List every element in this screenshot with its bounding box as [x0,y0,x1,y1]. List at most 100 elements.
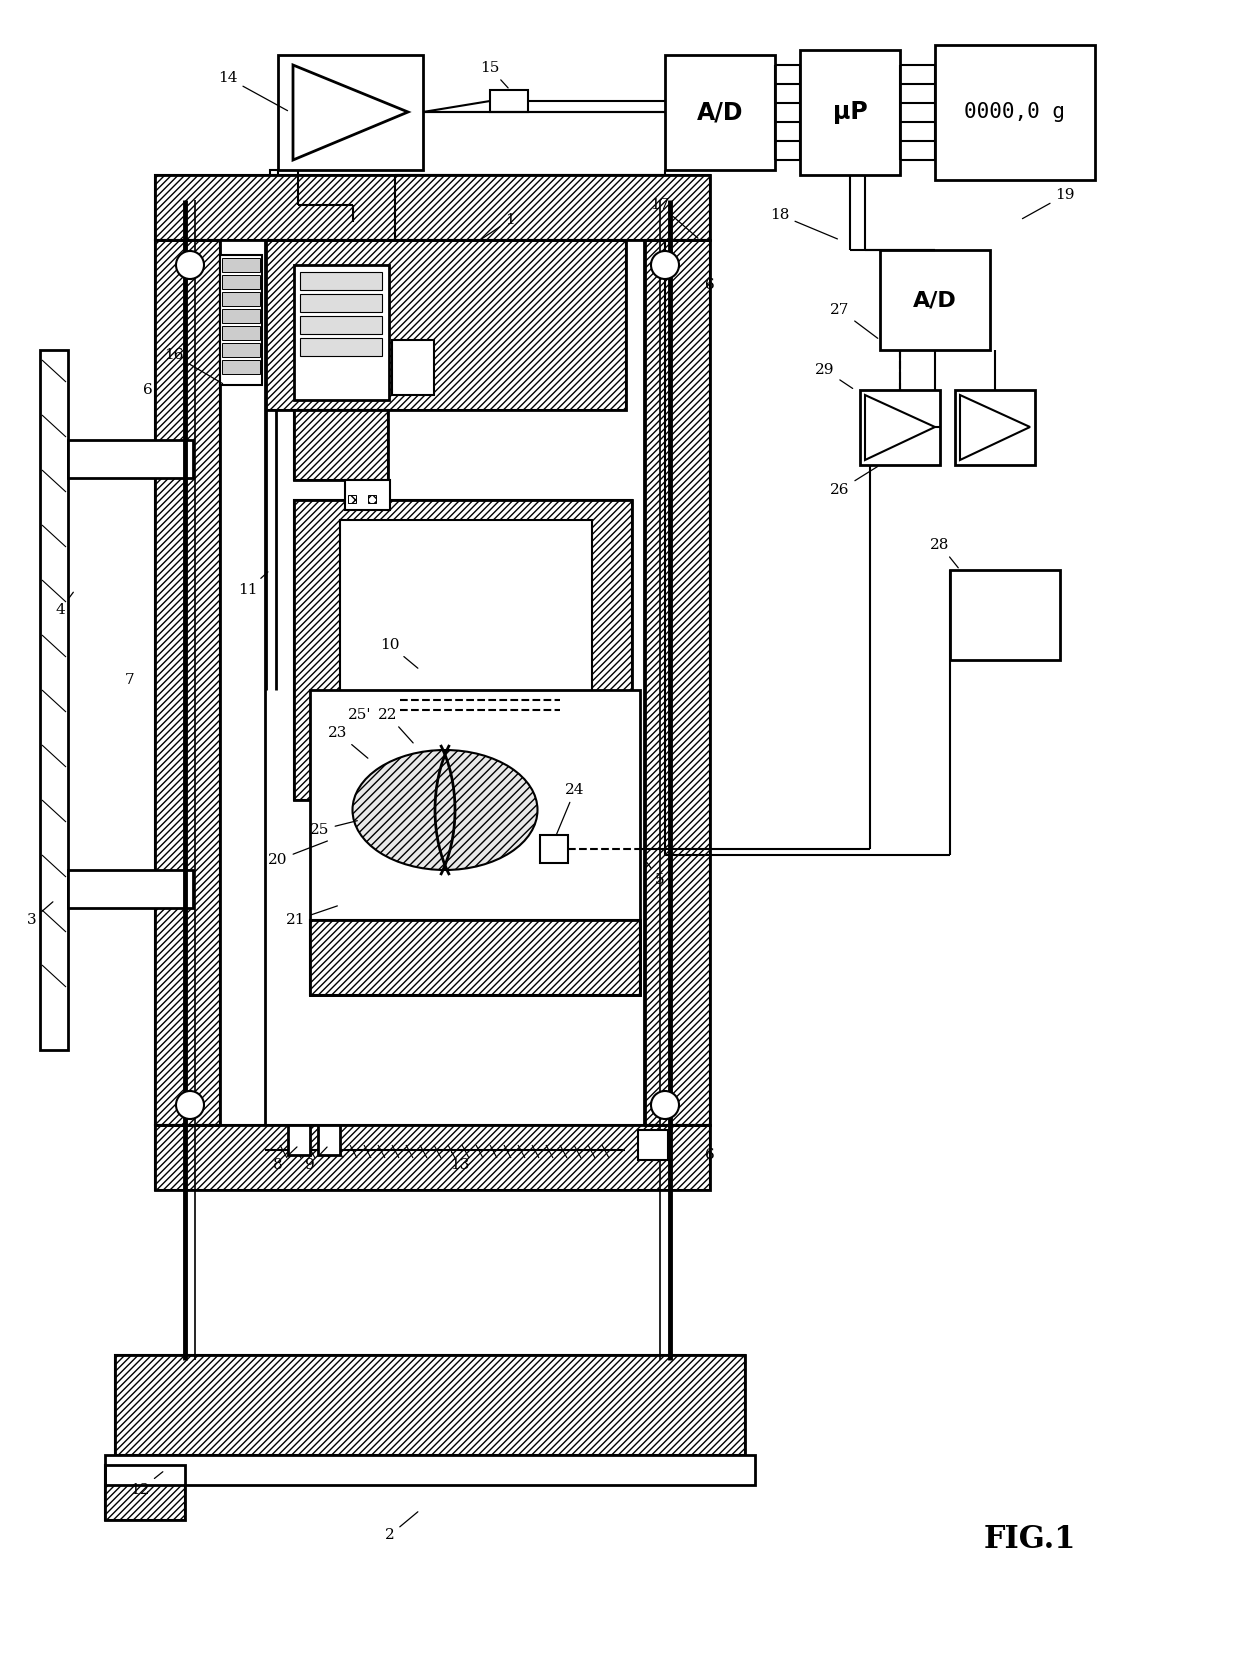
Bar [645,240,711,1124]
Bar [115,1356,745,1455]
Bar [222,309,260,322]
Text: 8: 8 [273,1148,298,1171]
Text: 5: 5 [647,862,665,888]
Text: 19: 19 [1023,188,1075,218]
Bar [340,520,591,775]
Text: 23: 23 [329,727,368,758]
Bar [645,240,711,1124]
Bar [219,255,262,384]
Text: 12: 12 [130,1472,162,1497]
Bar [222,361,260,374]
Bar [40,351,68,1050]
Bar [115,1356,745,1455]
Ellipse shape [651,252,680,279]
Bar [155,175,711,240]
Text: 28: 28 [930,539,959,567]
Text: 6: 6 [143,383,153,398]
Bar [935,45,1095,180]
Text: 6: 6 [706,279,715,292]
Text: 25: 25 [310,821,357,837]
Bar [155,1124,711,1190]
Bar [310,690,640,995]
Text: 24: 24 [556,784,585,836]
Text: μP: μP [832,101,867,124]
Bar [950,571,1060,659]
Bar [294,500,632,800]
Bar [222,258,260,272]
Bar [294,409,388,480]
Bar [392,341,434,394]
Bar [105,1465,185,1520]
Bar [294,409,388,480]
Text: 16: 16 [164,347,223,384]
Bar [278,55,423,169]
Text: 22: 22 [378,708,413,743]
Bar [800,50,900,175]
Text: 13: 13 [450,1153,470,1171]
Text: A/D: A/D [913,290,957,310]
Bar [294,500,632,800]
Text: 20: 20 [268,841,327,868]
Text: 2: 2 [386,1512,418,1542]
Bar [300,315,382,334]
Text: 0000,0 g: 0000,0 g [965,102,1065,122]
Text: 27: 27 [831,304,878,339]
Bar [68,440,193,478]
Bar [270,205,330,223]
Bar [861,389,940,465]
Bar [105,1455,755,1485]
Ellipse shape [352,750,537,869]
Ellipse shape [176,252,205,279]
Text: 9: 9 [305,1148,327,1171]
Bar [880,250,990,351]
Bar [300,337,382,356]
Text: 11: 11 [238,572,268,597]
Bar [267,240,626,409]
Bar [222,292,260,305]
Text: 17: 17 [650,198,698,238]
Ellipse shape [176,1091,205,1119]
Bar [348,495,356,503]
Bar [288,1124,310,1154]
Text: 25': 25' [348,708,372,722]
Text: FIG.1: FIG.1 [983,1525,1076,1556]
Bar [539,836,568,862]
Text: 14: 14 [218,70,288,111]
Bar [955,389,1035,465]
Bar [68,869,193,908]
Bar [155,240,219,1124]
Bar [317,1124,340,1154]
Text: A/D: A/D [697,101,743,124]
Bar [368,495,376,503]
Bar [310,920,640,995]
Bar [345,480,391,510]
Ellipse shape [651,1091,680,1119]
Text: 3: 3 [27,901,53,926]
Bar [155,175,711,240]
Text: 26: 26 [831,466,878,497]
Bar [294,265,389,399]
Bar [300,272,382,290]
Bar [155,240,219,1124]
Bar [270,169,278,205]
Text: 10: 10 [381,638,418,668]
Text: 6: 6 [706,1148,715,1161]
Text: 18: 18 [770,208,837,238]
Bar [310,920,640,995]
Text: 29: 29 [815,362,853,389]
Text: 15: 15 [480,60,508,87]
Text: 21: 21 [286,906,337,926]
Text: 1: 1 [482,213,515,238]
Bar [665,55,775,169]
Bar [105,1465,185,1520]
Bar [490,91,528,112]
Bar [300,294,382,312]
Text: 7: 7 [125,673,135,686]
Bar [222,275,260,289]
Bar [267,240,626,409]
Bar [222,326,260,341]
Bar [222,342,260,357]
Bar [155,1124,711,1190]
Text: 4: 4 [55,592,73,618]
Bar [639,1129,668,1159]
